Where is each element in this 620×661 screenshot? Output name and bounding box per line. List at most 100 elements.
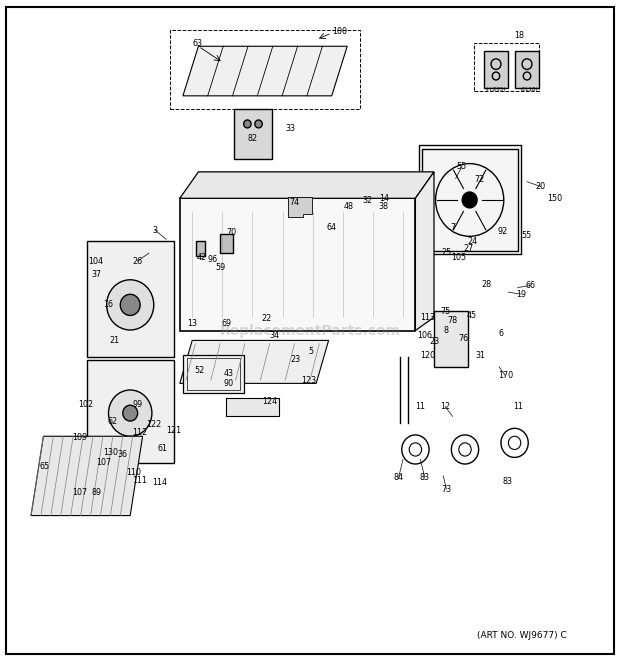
Text: 64: 64 xyxy=(326,223,336,232)
Text: 24: 24 xyxy=(467,237,477,246)
Text: 37: 37 xyxy=(91,270,101,279)
Text: (ART NO. WJ9677) C: (ART NO. WJ9677) C xyxy=(477,631,567,640)
Circle shape xyxy=(255,120,262,128)
Text: 52: 52 xyxy=(195,366,205,375)
Circle shape xyxy=(107,280,154,330)
Text: 45: 45 xyxy=(466,311,476,321)
Polygon shape xyxy=(415,172,434,330)
Text: 111: 111 xyxy=(132,476,147,485)
Text: 130: 130 xyxy=(103,448,118,457)
Text: 23: 23 xyxy=(290,355,300,364)
Bar xyxy=(226,398,279,416)
Text: 25: 25 xyxy=(441,248,451,257)
Text: 48: 48 xyxy=(343,202,353,211)
Text: 23: 23 xyxy=(429,337,439,346)
Text: 6: 6 xyxy=(498,329,503,338)
Text: 100: 100 xyxy=(332,27,347,36)
Text: 150: 150 xyxy=(547,194,562,203)
Text: 107: 107 xyxy=(97,458,112,467)
Text: 34: 34 xyxy=(269,331,279,340)
Text: 61: 61 xyxy=(157,444,167,453)
Circle shape xyxy=(108,390,152,436)
Text: 122: 122 xyxy=(146,420,161,429)
Bar xyxy=(515,51,539,87)
Text: 69: 69 xyxy=(221,319,231,329)
Polygon shape xyxy=(288,197,312,217)
Text: 32: 32 xyxy=(363,196,373,206)
Text: 3: 3 xyxy=(153,225,157,235)
Text: 73: 73 xyxy=(441,485,451,494)
Text: (H.235): (H.235) xyxy=(485,87,507,93)
Text: 70: 70 xyxy=(226,228,236,237)
Text: 105: 105 xyxy=(451,253,466,262)
Text: 7: 7 xyxy=(450,223,455,232)
Text: 21: 21 xyxy=(110,336,120,345)
Circle shape xyxy=(244,120,251,128)
Text: 123: 123 xyxy=(301,375,316,385)
Circle shape xyxy=(463,192,477,208)
Text: 110: 110 xyxy=(126,468,141,477)
Text: 76: 76 xyxy=(459,334,469,343)
Bar xyxy=(196,241,205,256)
Polygon shape xyxy=(183,46,347,96)
Text: 65: 65 xyxy=(40,461,50,471)
Text: 27: 27 xyxy=(463,244,473,253)
Text: 92: 92 xyxy=(497,227,507,236)
Text: 114: 114 xyxy=(152,478,167,487)
Text: 12: 12 xyxy=(440,402,450,411)
Text: 16: 16 xyxy=(104,299,113,309)
Text: 113: 113 xyxy=(420,313,435,322)
Text: 13: 13 xyxy=(187,319,197,329)
Bar xyxy=(220,234,232,253)
Text: 59: 59 xyxy=(215,263,225,272)
Text: 109: 109 xyxy=(72,433,87,442)
Text: 120: 120 xyxy=(420,351,435,360)
Text: 18: 18 xyxy=(515,31,525,40)
Bar xyxy=(234,109,272,159)
Text: 22: 22 xyxy=(262,314,272,323)
Text: 170: 170 xyxy=(498,371,513,380)
Text: 8: 8 xyxy=(444,326,449,335)
Text: 20: 20 xyxy=(536,182,546,191)
Text: 55: 55 xyxy=(522,231,532,241)
Text: 96: 96 xyxy=(208,254,218,264)
Text: 42: 42 xyxy=(197,253,206,262)
Text: 55: 55 xyxy=(457,162,467,171)
Text: 106: 106 xyxy=(417,330,432,340)
Text: 31: 31 xyxy=(476,351,485,360)
Bar xyxy=(418,145,521,254)
Text: 84: 84 xyxy=(394,473,404,482)
Bar xyxy=(87,360,174,463)
Bar xyxy=(187,358,240,390)
Text: 104: 104 xyxy=(89,256,104,266)
Bar xyxy=(422,149,518,251)
Text: 89: 89 xyxy=(91,488,101,497)
Bar xyxy=(434,311,468,367)
Text: 83: 83 xyxy=(420,473,430,482)
Bar xyxy=(474,43,539,91)
Text: 99: 99 xyxy=(133,400,143,409)
Text: (EL18): (EL18) xyxy=(520,87,538,93)
Text: 102: 102 xyxy=(78,400,93,409)
Text: 38: 38 xyxy=(378,202,388,211)
Text: 28: 28 xyxy=(482,280,492,289)
Text: 75: 75 xyxy=(440,307,450,317)
Text: 63: 63 xyxy=(192,39,202,48)
Bar xyxy=(180,198,415,330)
Text: 72: 72 xyxy=(474,175,484,184)
Text: 112: 112 xyxy=(132,428,147,438)
Text: 26: 26 xyxy=(133,256,143,266)
Text: 90: 90 xyxy=(223,379,233,388)
Polygon shape xyxy=(31,436,143,516)
Text: 74: 74 xyxy=(290,198,299,207)
Text: 5: 5 xyxy=(309,347,314,356)
Text: 14: 14 xyxy=(379,194,389,203)
Bar xyxy=(87,241,174,357)
Text: 33: 33 xyxy=(285,124,295,134)
Text: ReplacementParts.com: ReplacementParts.com xyxy=(219,323,401,338)
Text: 19: 19 xyxy=(516,290,526,299)
Polygon shape xyxy=(180,172,434,198)
Text: 11: 11 xyxy=(415,402,425,411)
Text: 66: 66 xyxy=(525,281,535,290)
Text: 82: 82 xyxy=(247,134,257,143)
